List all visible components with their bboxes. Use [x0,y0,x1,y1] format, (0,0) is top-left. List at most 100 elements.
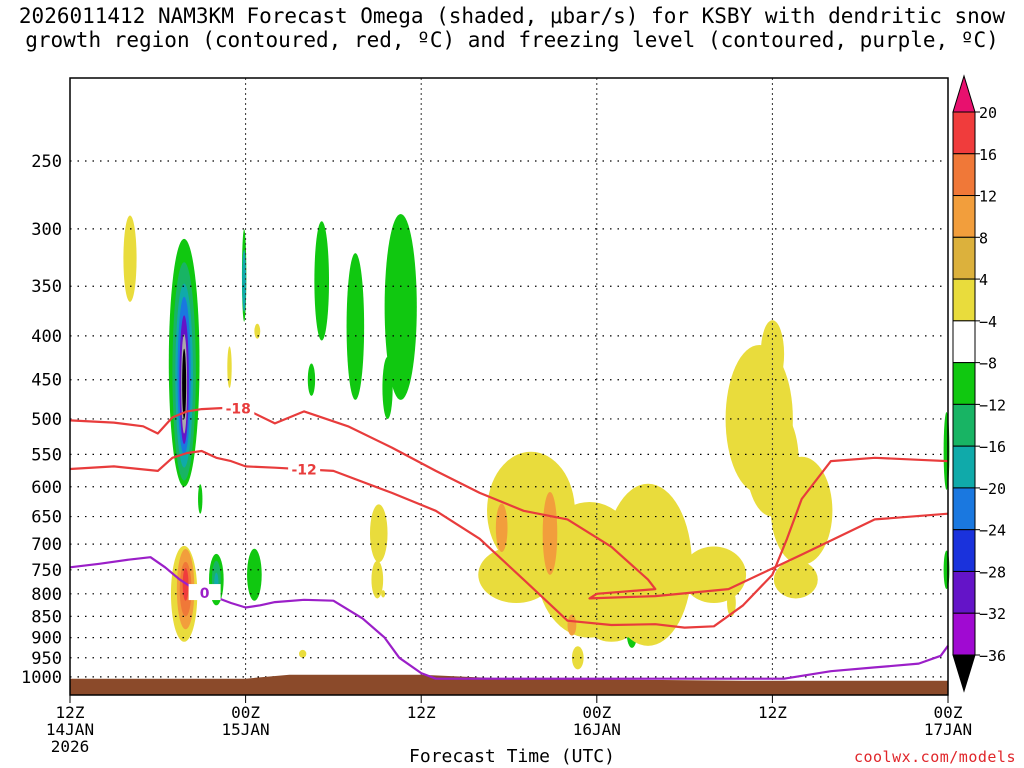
colorbar-bottom-arrow [952,654,976,693]
chart-title-line1: 2026011412 NAM3KM Forecast Omega (shaded… [18,4,1006,28]
omega-cell-38 [770,456,833,565]
colorbar-swatch [952,320,976,364]
y-tick-label: 600 [31,478,62,498]
omega-cell-10 [382,356,393,419]
x-tick-date: 15JAN [222,720,270,739]
colorbar-swatch [952,111,976,155]
colorbar-swatch [952,362,976,405]
omega-cell-29 [478,546,555,604]
colorbar-swatch [952,236,976,280]
colorbar-label: −36 [979,647,1006,665]
series-label-0: -18 [226,401,251,417]
omega-cell-15 [247,548,262,601]
colorbar-top-arrow [952,74,976,113]
colorbar-swatch [952,195,976,238]
omega-shading [123,213,950,670]
colorbar-swatch [952,445,976,489]
y-tick-label: 300 [31,220,62,240]
y-tick-label: 900 [31,629,62,649]
y-tick-label: 700 [31,535,62,555]
colorbar-swatch [952,487,976,531]
omega-cell-44 [542,491,558,575]
y-tick-label: 950 [31,649,62,669]
series-label-2: 0 [200,586,210,602]
x-tick-label: 12Z [758,703,787,722]
colorbar-label: −28 [979,563,1006,581]
colorbar-label: −32 [979,605,1006,623]
y-tick-label: 250 [31,152,62,172]
series-label-bg-1 [288,460,321,477]
colorbar-label: −16 [979,438,1006,456]
omega-cell-27 [381,590,386,598]
omega-cell-23 [254,323,261,339]
y-tick-label: 450 [31,371,62,391]
colorbar: 20 16 12 8 4 −4 −8 −12 −16 −20 −24 −28 −32 −36 [952,74,1006,693]
omega-cell-42 [571,646,584,670]
x-tick-label: 12Z [407,703,436,722]
colorbar-label: 12 [979,188,997,206]
series-label-bg-2 [188,584,221,601]
colorbar-swatch [952,403,976,447]
x-axis-title: Forecast Time (UTC) [409,746,615,767]
x-tick-label: 00Z [934,703,963,722]
omega-cell-22 [123,215,137,302]
colorbar-swatch [952,612,976,656]
omega-cell-35 [727,589,736,617]
x-tick-label: 00Z [231,703,260,722]
chart-title-line2: growth region (contoured, red, ºC) and f… [25,28,999,52]
colorbar-label: −4 [979,313,997,331]
omega-cell-11 [346,253,365,400]
series-line-2 [69,556,949,680]
omega-cell-41 [299,649,307,658]
colorbar-label: 16 [979,146,997,164]
plot-frame [69,77,949,696]
omega-cell-24 [227,346,232,388]
colorbar-swatch [952,153,976,197]
omega-cell-34 [681,546,747,604]
colorbar-swatch [952,278,976,322]
y-tick-label: 800 [31,585,62,605]
x-tick-date: 17JAN [924,720,972,739]
series-label-1: -12 [291,462,316,478]
colorbar-label: −12 [979,396,1006,414]
omega-cell-16 [198,484,203,514]
series-line-0 [69,406,949,600]
colorbar-label: 20 [979,104,997,122]
x-tick-year: 2026 [51,737,90,756]
colorbar-swatch [952,529,976,572]
y-tick-label: 650 [31,508,62,528]
y-tick-label: 1000 [21,668,62,688]
colorbar-label: −20 [979,480,1006,498]
x-tick-label: 00Z [582,703,611,722]
series-line-1 [69,449,949,629]
colorbar-label: −24 [979,522,1006,540]
y-tick-label: 350 [31,277,62,297]
omega-cell-6 [182,348,187,419]
y-tick-label: 400 [31,327,62,347]
y-tick-label: 500 [31,410,62,430]
y-tick-label: 850 [31,607,62,627]
omega-cell-25 [369,504,388,563]
colorbar-label: 8 [979,229,988,247]
omega-cell-43 [495,503,508,553]
omega-cell-32 [604,483,692,646]
colorbar-swatch [952,570,976,614]
colorbar-label: −8 [979,355,997,373]
omega-cell-8 [242,249,247,312]
series-label-bg-0 [222,399,255,416]
credit-text: coolwx.com/models [853,748,1016,766]
y-tick-label: 550 [31,445,62,465]
omega-cell-12 [314,221,330,341]
chart-title: 2026011412 NAM3KM Forecast Omega (shaded… [0,4,1024,52]
x-tick-date: 14JAN [46,720,94,739]
x-tick-label: 12Z [56,703,85,722]
omega-cell-26 [371,560,384,599]
omega-cell-45 [567,614,577,636]
terrain-surface [70,674,948,695]
y-tick-label: 750 [31,561,62,581]
terrain [70,674,948,695]
colorbar-label: 4 [979,271,988,289]
x-tick-date: 16JAN [573,720,621,739]
omega-cell-9 [384,213,417,400]
